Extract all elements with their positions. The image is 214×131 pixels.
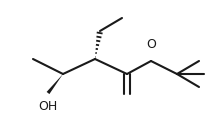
- Polygon shape: [47, 74, 63, 94]
- Text: OH: OH: [38, 100, 57, 113]
- Text: O: O: [146, 38, 156, 51]
